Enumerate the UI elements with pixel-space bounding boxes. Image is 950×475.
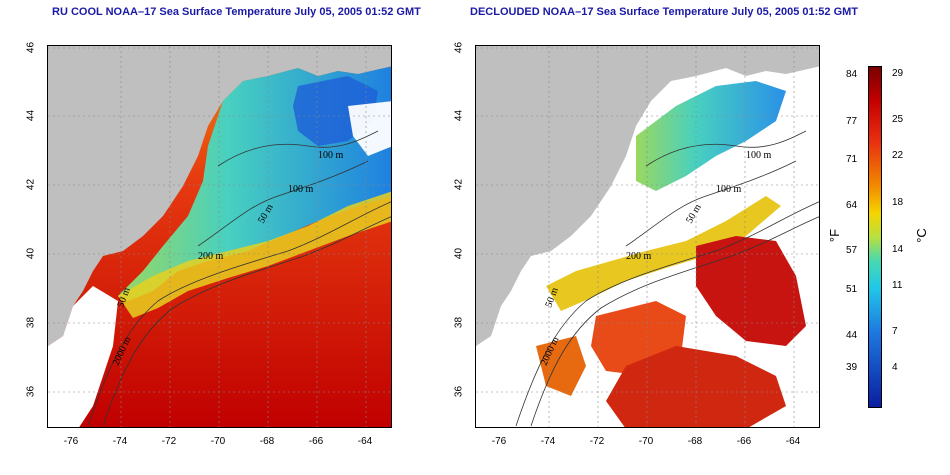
fahrenheit-unit-label: °F [827,228,843,243]
colorbar-f-44: 44 [846,330,858,341]
left-lon-64: -64 [357,436,373,447]
right-land [476,46,819,346]
left-lon-76: -76 [63,436,79,447]
left-lat-46: 46 [25,41,37,54]
right-lat-44: 44 [453,109,465,122]
right-lat-46: 46 [453,41,465,54]
left-sst-map: 100 m 100 m 50 m 200 m 50 m 2000 m [47,45,392,428]
left-lon-68: -68 [259,436,275,447]
colorbar-f-64: 64 [846,200,858,211]
celsius-unit-label: °C [913,228,929,243]
colorbar-f-77: 77 [846,116,858,127]
right-contour-200: 200 m [626,251,652,262]
left-lon-66: -66 [308,436,324,447]
right-slope-band [546,196,781,311]
left-panel-title: RU COOL NOAA–17 Sea Surface Temperature … [52,6,421,18]
right-lon-64: -64 [785,436,801,447]
colorbar-f-84: 84 [846,69,858,80]
left-lat-42: 42 [25,178,37,191]
right-lon-74: -74 [540,436,556,447]
colorbar-c-14: 14 [892,244,904,255]
colorbar-c-25: 25 [892,114,904,125]
left-lat-38: 38 [25,316,37,329]
left-map-graphic: 100 m 100 m 50 m 200 m 50 m 2000 m [48,46,391,427]
colorbar-c-4: 4 [892,362,898,373]
left-land [48,46,391,346]
left-lon-70: -70 [210,436,226,447]
left-coastal-cloud [48,286,118,427]
right-lat-40: 40 [453,247,465,260]
left-lon-74: -74 [112,436,128,447]
colorbar-c-29: 29 [892,68,904,79]
left-contour-100b: 100 m [288,184,314,195]
colorbar-f-57: 57 [846,245,858,256]
left-lat-40: 40 [25,247,37,260]
left-lat-36: 36 [25,385,37,398]
right-contour-100b: 100 m [716,184,742,195]
left-lat-44: 44 [25,109,37,122]
left-contour-200: 200 m [198,251,224,262]
colorbar-c-22: 22 [892,150,904,161]
right-contour-100a: 100 m [746,150,772,161]
right-panel-title: DECLOUDED NOAA–17 Sea Surface Temperatur… [470,6,859,18]
colorbar-f-71: 71 [846,154,858,165]
right-warm-eddy [696,236,806,346]
right-lon-66: -66 [736,436,752,447]
colorbar-f-51: 51 [846,284,858,295]
right-lon-76: -76 [491,436,507,447]
right-lon-70: -70 [638,436,654,447]
right-lat-42: 42 [453,178,465,191]
colorbar-c-7: 7 [892,326,898,337]
left-lon-72: -72 [161,436,177,447]
right-lat-38: 38 [453,316,465,329]
temperature-colorbar [868,66,882,408]
right-lat-36: 36 [453,385,465,398]
right-cool-water [636,81,786,191]
right-lon-68: -68 [687,436,703,447]
left-contour-100a: 100 m [318,150,344,161]
colorbar-f-39: 39 [846,362,858,373]
right-lon-72: -72 [589,436,605,447]
right-map-graphic: 100 m 100 m 50 m 200 m 50 m 2000 m [476,46,819,427]
colorbar-c-18: 18 [892,197,904,208]
left-slope-band [118,191,391,318]
right-sst-map: 100 m 100 m 50 m 200 m 50 m 2000 m [475,45,820,428]
colorbar-c-11: 11 [892,280,903,291]
